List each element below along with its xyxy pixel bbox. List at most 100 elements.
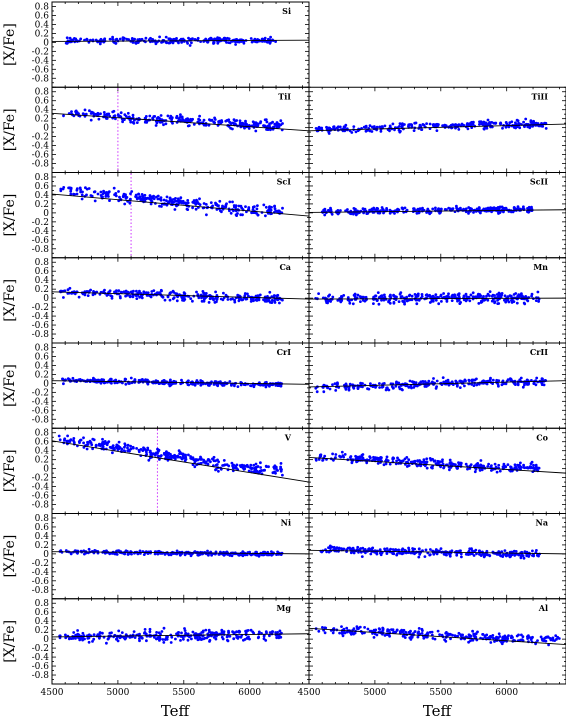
data-point	[401, 388, 404, 392]
data-point	[428, 212, 432, 216]
data-point	[164, 122, 168, 126]
data-point	[530, 294, 533, 298]
data-point	[70, 38, 74, 42]
data-point	[279, 462, 283, 465]
data-point	[101, 441, 104, 444]
data-point	[211, 297, 215, 301]
data-point	[408, 123, 412, 126]
data-point	[207, 553, 210, 557]
data-point	[452, 463, 456, 466]
fit-line	[51, 112, 310, 132]
data-point	[99, 112, 102, 116]
data-point	[198, 457, 202, 461]
data-point	[540, 122, 543, 125]
data-point	[133, 118, 136, 122]
data-point	[421, 380, 425, 383]
data-point	[131, 295, 135, 298]
data-point	[202, 202, 206, 205]
data-point	[477, 302, 481, 305]
data-point	[385, 458, 388, 461]
data-point	[163, 298, 167, 302]
fit-line	[308, 456, 566, 474]
data-point	[420, 295, 424, 298]
data-point	[181, 452, 185, 456]
data-point	[171, 121, 174, 125]
data-point	[422, 123, 426, 127]
y-axis-title: [X/Fe]	[2, 23, 18, 66]
data-point	[96, 192, 100, 196]
data-point	[115, 446, 119, 450]
data-point	[350, 131, 354, 134]
data-point	[234, 119, 237, 123]
data-point	[378, 458, 382, 462]
data-point	[354, 130, 358, 134]
data-point	[348, 301, 352, 305]
panel-tii: 0.80.60.40.20-0.2-0.4-0.6-0.8 TiI	[32, 86, 310, 173]
data-point	[356, 545, 360, 549]
data-point	[497, 294, 501, 297]
data-point	[155, 451, 158, 455]
data-point	[219, 297, 223, 301]
data-point	[403, 123, 406, 126]
data-point	[117, 440, 121, 444]
data-point	[167, 382, 171, 385]
y-tick-label: 0.4	[35, 276, 50, 286]
data-point	[88, 289, 91, 293]
data-point	[259, 120, 263, 123]
data-point	[108, 290, 111, 294]
data-point	[440, 300, 443, 303]
data-point	[186, 199, 190, 202]
data-point	[460, 122, 464, 126]
data-point	[105, 443, 109, 447]
data-point	[393, 212, 396, 215]
data-point	[128, 295, 132, 299]
data-point	[138, 38, 142, 41]
data-point	[158, 117, 162, 121]
data-point	[274, 471, 277, 475]
data-point	[185, 117, 188, 121]
data-point	[339, 455, 343, 459]
data-point	[261, 37, 265, 41]
data-point	[450, 299, 454, 302]
data-point	[212, 459, 216, 463]
data-point	[265, 40, 269, 44]
data-point	[204, 203, 208, 206]
data-point	[126, 446, 129, 450]
data-point	[319, 454, 323, 458]
element-label: Mn	[533, 262, 548, 272]
data-point	[143, 198, 147, 202]
data-point	[120, 447, 123, 451]
data-point	[344, 388, 348, 391]
data-point	[119, 111, 123, 115]
data-point	[134, 193, 138, 197]
data-point	[118, 295, 122, 298]
data-point	[111, 444, 115, 447]
y-tick-label: -0.6	[32, 65, 50, 75]
data-point	[338, 125, 342, 129]
data-point	[110, 295, 114, 298]
data-point	[361, 546, 365, 550]
data-point	[138, 549, 142, 553]
data-point	[425, 122, 428, 125]
data-point	[279, 119, 283, 123]
data-point	[462, 298, 466, 302]
data-point	[519, 461, 522, 465]
data-point	[65, 36, 69, 40]
data-point	[215, 298, 219, 301]
data-point	[207, 458, 211, 462]
data-point	[214, 380, 218, 384]
data-point	[231, 127, 234, 131]
data-point	[459, 461, 463, 465]
data-point	[226, 298, 230, 301]
data-point	[373, 457, 377, 461]
data-point	[477, 464, 481, 468]
data-point	[154, 453, 157, 457]
data-point	[159, 198, 163, 202]
data-point	[360, 295, 364, 299]
y-tick-label: 0.4	[35, 106, 50, 116]
data-point	[327, 299, 330, 303]
data-point	[498, 469, 502, 473]
data-point	[81, 112, 85, 116]
data-point	[154, 124, 158, 127]
